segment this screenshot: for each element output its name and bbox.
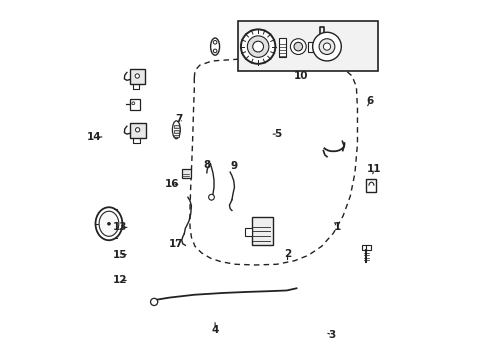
- Bar: [174, 130, 179, 133]
- Circle shape: [252, 41, 263, 52]
- Circle shape: [293, 42, 302, 51]
- Text: 17: 17: [169, 239, 183, 249]
- Text: 5: 5: [274, 129, 281, 139]
- Text: 14: 14: [87, 132, 102, 142]
- Circle shape: [241, 30, 275, 64]
- Bar: [308, 41, 313, 52]
- Circle shape: [107, 222, 110, 225]
- Bar: [129, 69, 144, 84]
- Ellipse shape: [95, 207, 122, 240]
- Text: 2: 2: [284, 248, 290, 258]
- Circle shape: [135, 74, 139, 78]
- Bar: [129, 99, 140, 110]
- Bar: [182, 169, 190, 178]
- Text: 16: 16: [164, 179, 179, 189]
- Bar: [251, 217, 273, 244]
- Circle shape: [135, 128, 140, 132]
- Circle shape: [323, 43, 330, 50]
- Circle shape: [213, 41, 217, 44]
- Bar: [362, 244, 370, 249]
- Circle shape: [319, 39, 334, 54]
- Bar: [278, 38, 285, 57]
- Text: 10: 10: [293, 71, 308, 81]
- Bar: [174, 126, 179, 128]
- Text: 8: 8: [203, 160, 210, 170]
- Text: 6: 6: [366, 96, 373, 106]
- Text: 1: 1: [333, 222, 340, 232]
- Text: 15: 15: [112, 249, 127, 260]
- Text: 4: 4: [211, 325, 218, 335]
- Text: 3: 3: [328, 330, 335, 340]
- Circle shape: [290, 39, 305, 54]
- Circle shape: [150, 298, 158, 306]
- Text: 9: 9: [230, 161, 237, 171]
- Text: 13: 13: [112, 222, 127, 232]
- Circle shape: [213, 49, 217, 53]
- Ellipse shape: [99, 211, 119, 236]
- Bar: [244, 228, 252, 235]
- Bar: [366, 179, 376, 192]
- Circle shape: [208, 194, 214, 200]
- Ellipse shape: [210, 38, 219, 55]
- Circle shape: [132, 102, 135, 105]
- Bar: [129, 123, 145, 138]
- Circle shape: [312, 32, 341, 61]
- Text: 11: 11: [366, 164, 381, 174]
- Bar: [174, 135, 179, 137]
- Text: 12: 12: [112, 275, 127, 285]
- Circle shape: [247, 36, 268, 57]
- Ellipse shape: [172, 121, 180, 139]
- Bar: [238, 22, 377, 71]
- Text: 7: 7: [175, 114, 183, 124]
